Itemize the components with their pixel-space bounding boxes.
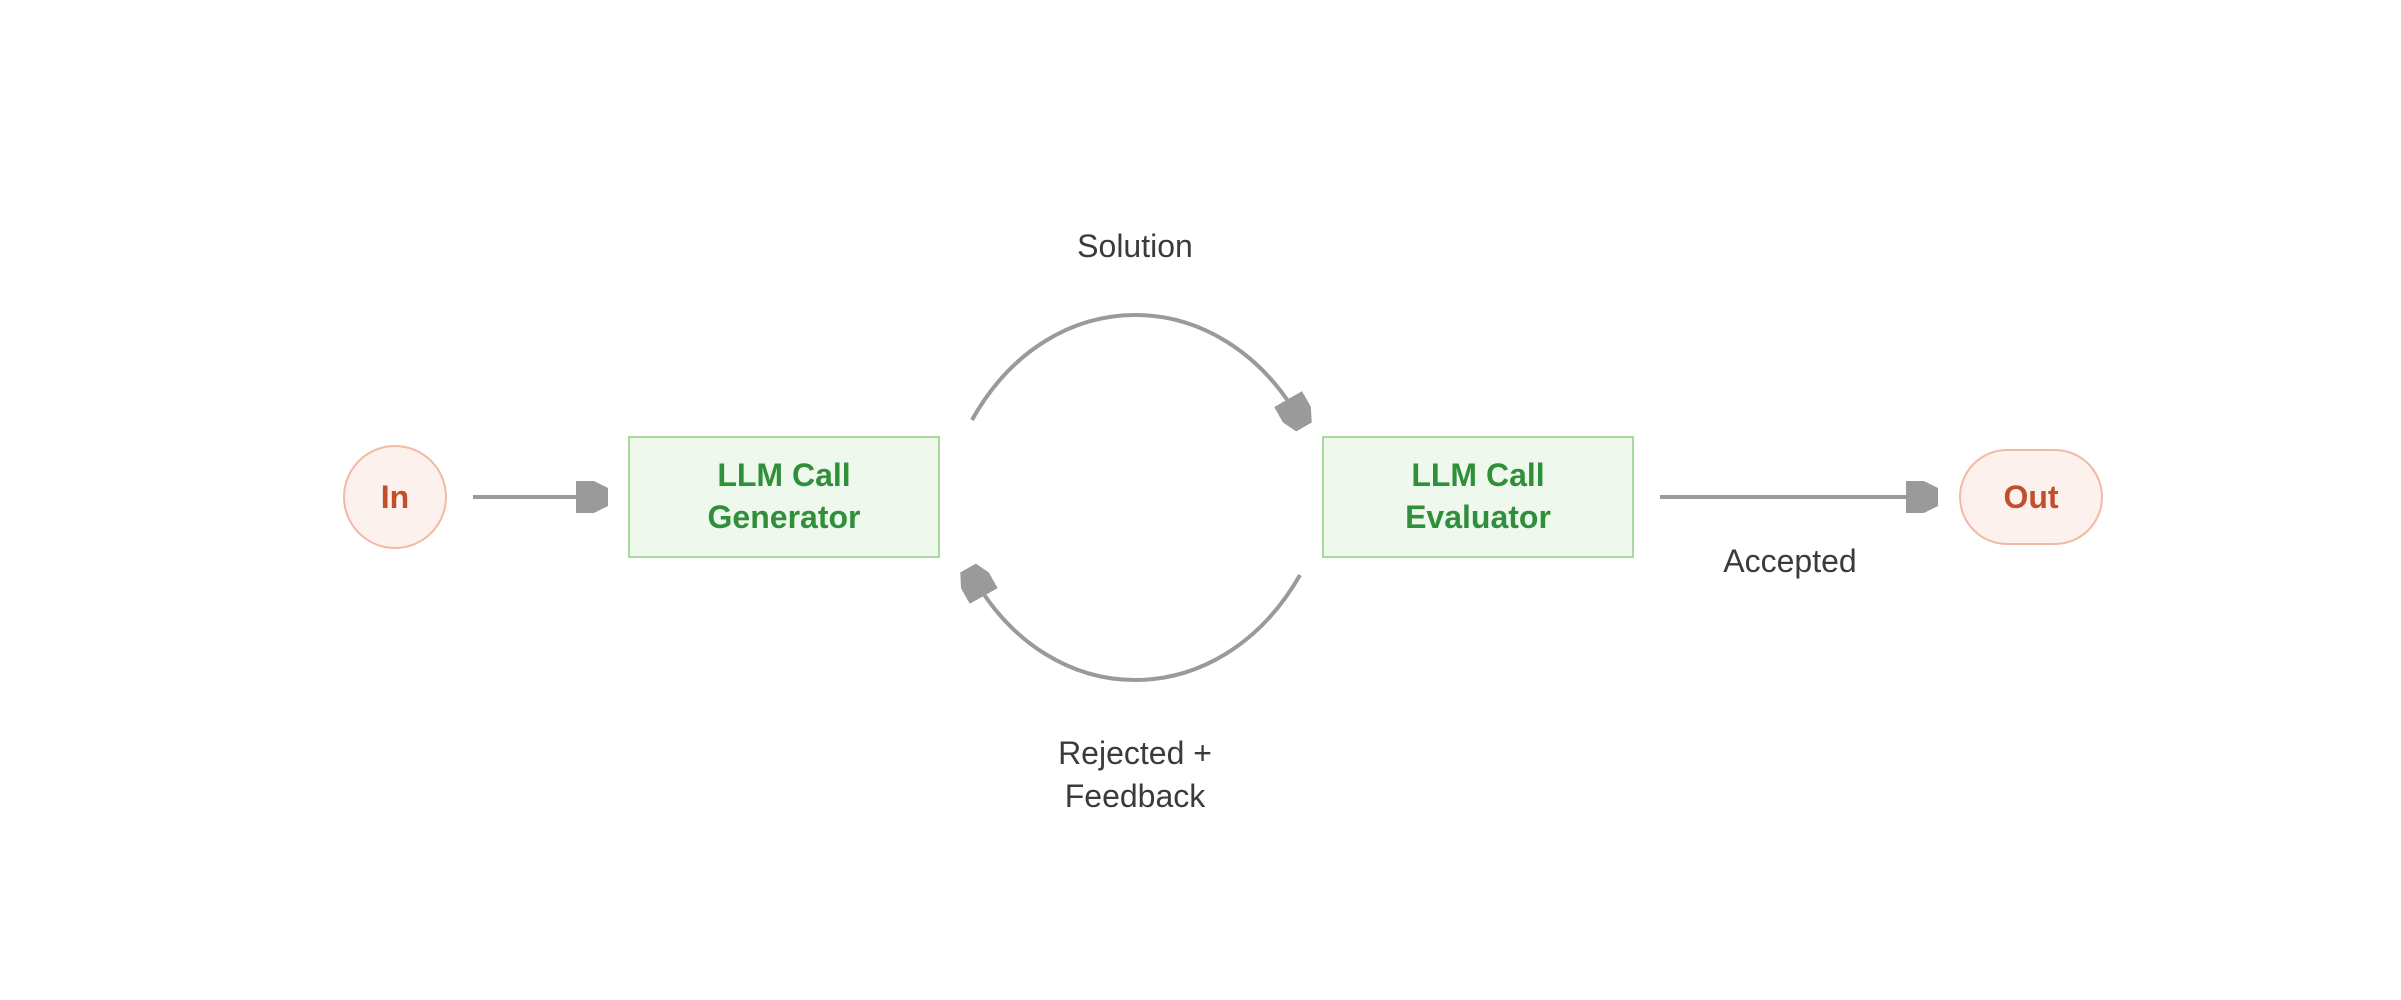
diagram-canvas: In LLM Call Generator LLM Call Evaluator…: [0, 0, 2401, 1000]
node-evaluator: LLM Call Evaluator: [1322, 436, 1634, 558]
edge-label-solution: Solution: [1035, 225, 1235, 268]
node-generator-label: LLM Call Generator: [708, 455, 861, 538]
edge-label-accepted: Accepted: [1680, 540, 1900, 583]
edge-label-feedback: Rejected + Feedback: [1005, 732, 1265, 818]
node-in: In: [343, 445, 447, 549]
node-in-label: In: [381, 479, 409, 516]
node-generator: LLM Call Generator: [628, 436, 940, 558]
edge-feedback-arc: [972, 575, 1300, 680]
node-evaluator-label: LLM Call Evaluator: [1405, 455, 1551, 538]
node-out: Out: [1959, 449, 2103, 545]
edge-solution-arc: [972, 315, 1300, 420]
node-out-label: Out: [2003, 479, 2058, 516]
